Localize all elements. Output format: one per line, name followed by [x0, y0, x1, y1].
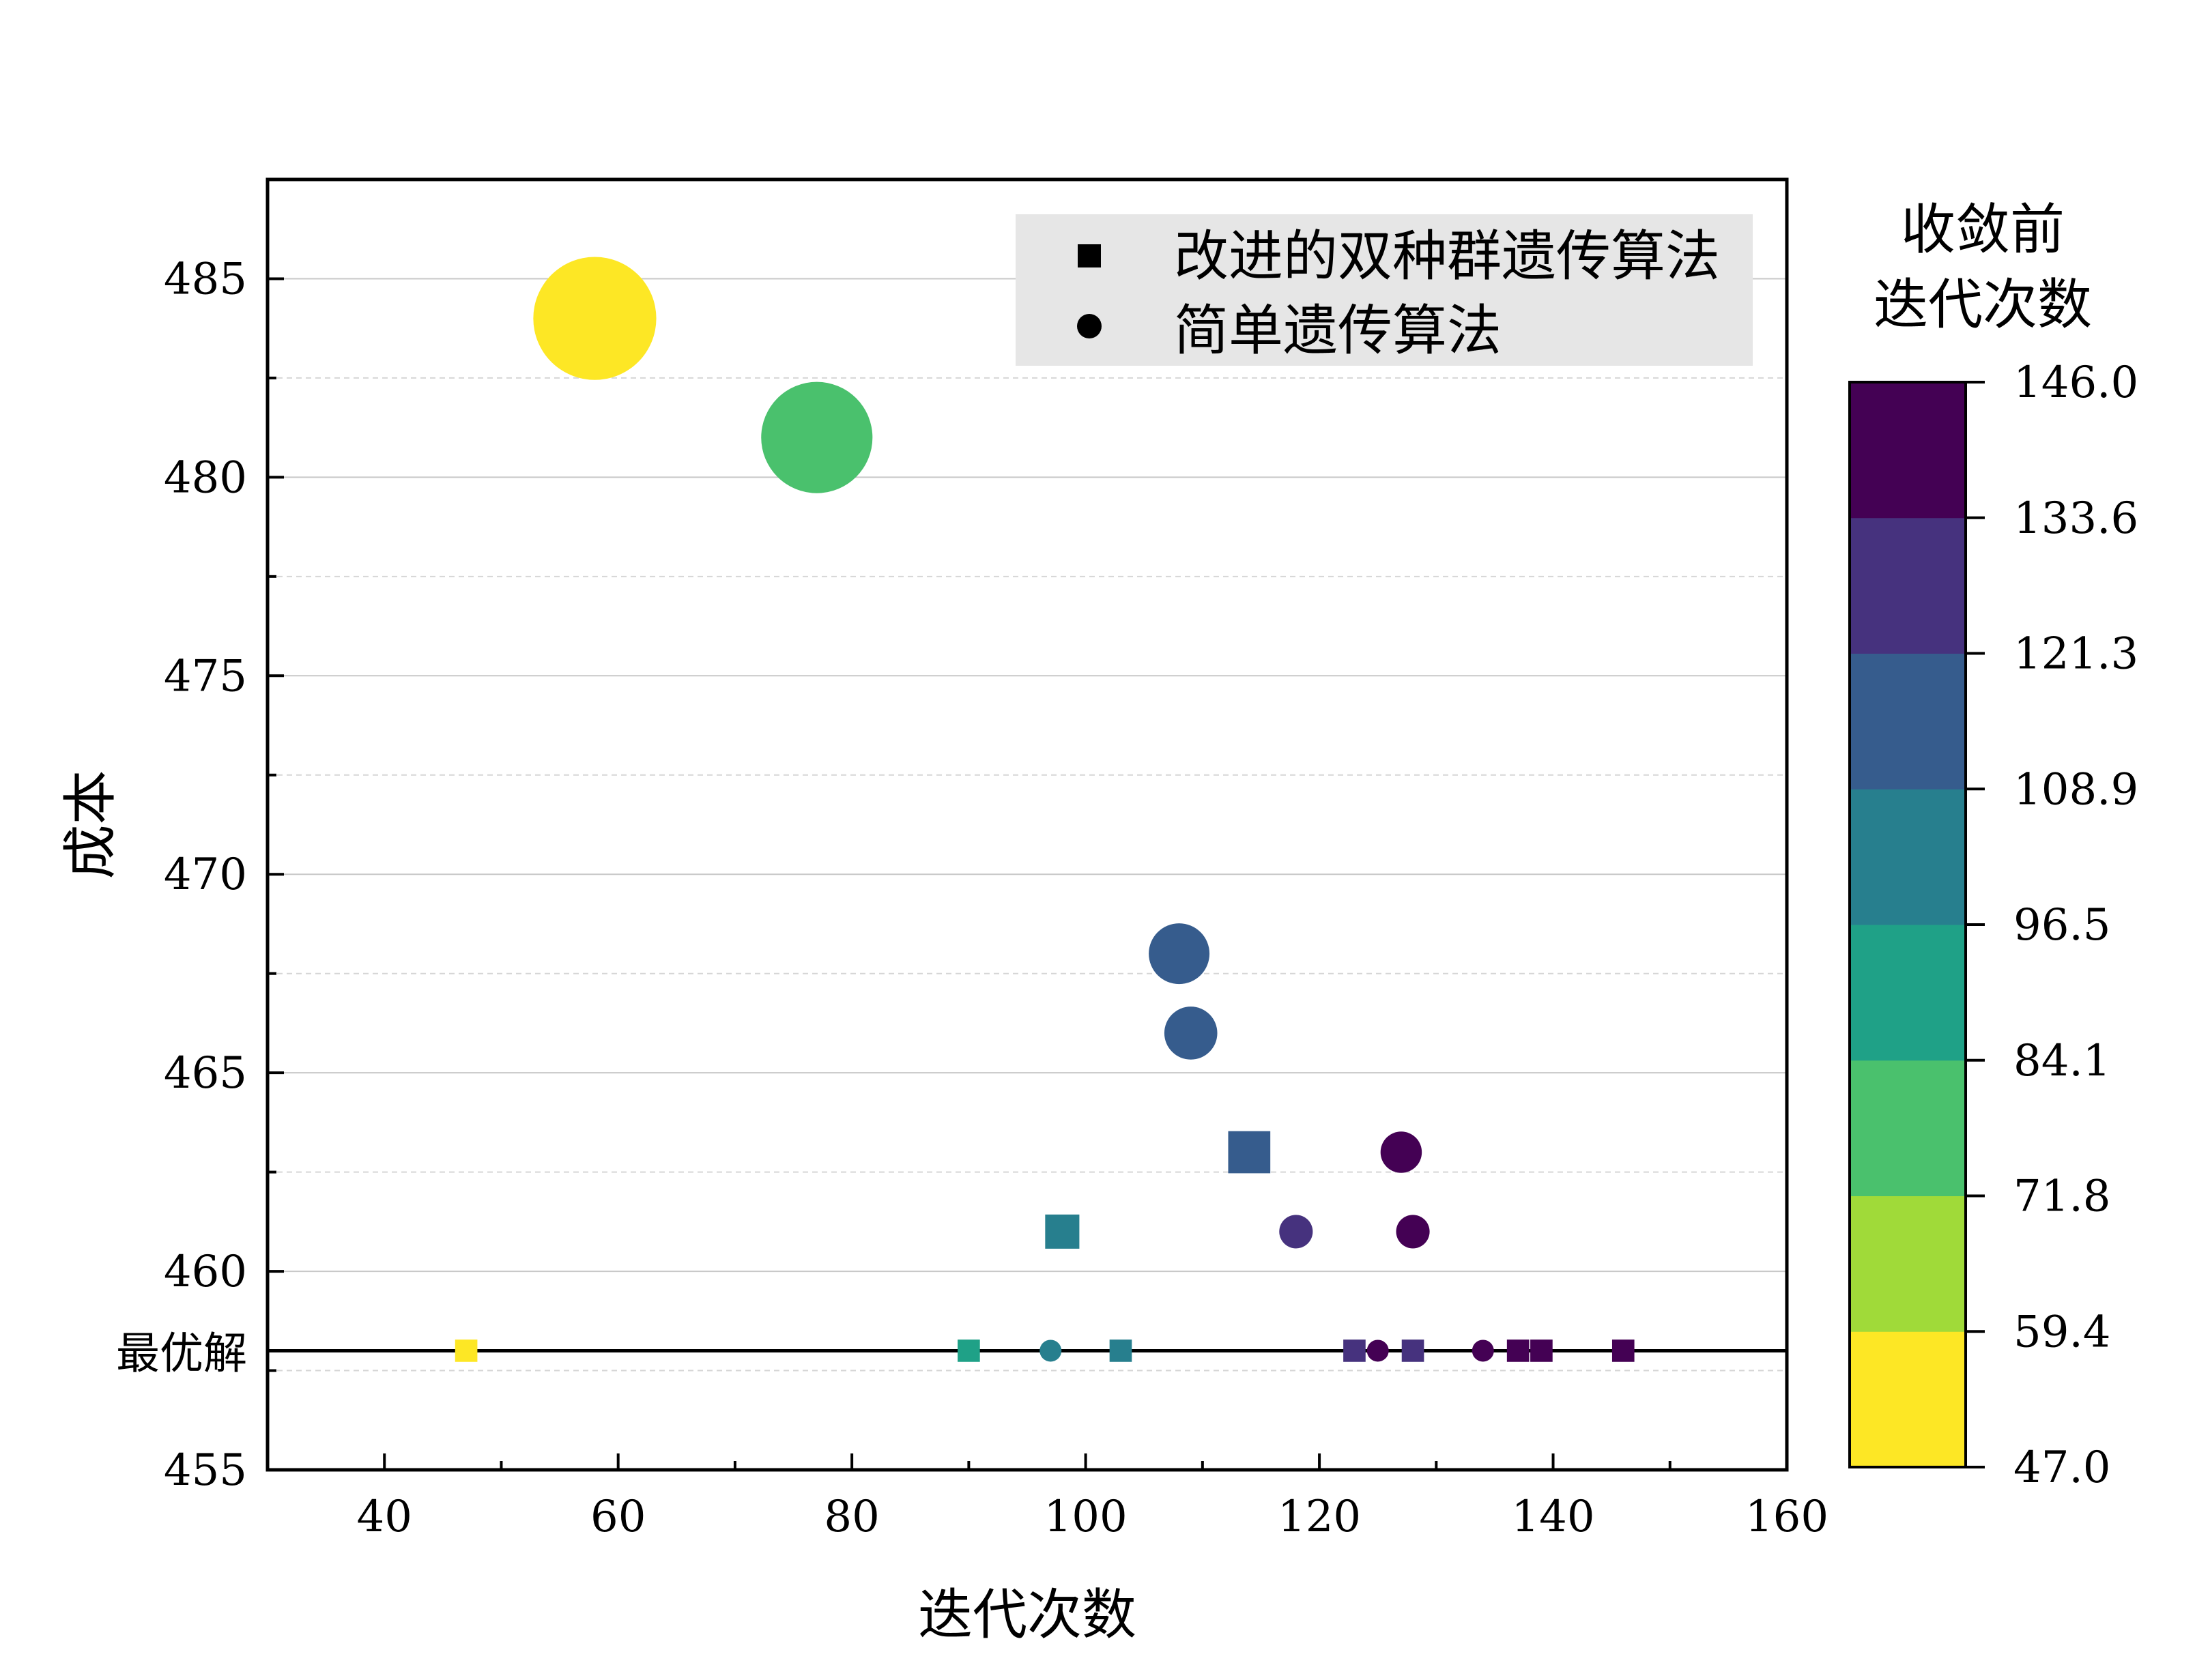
- y-tick-label: 470: [164, 850, 247, 900]
- colorbar-band: [1850, 517, 1966, 654]
- legend-marker-circle: [1077, 314, 1102, 338]
- colorbar-tick-label: 47.0: [2013, 1443, 2111, 1493]
- data-point-square: [1401, 1339, 1424, 1362]
- data-point-square: [1343, 1339, 1366, 1362]
- colorbar-title-line-2: 迭代次数: [1874, 273, 2092, 336]
- x-tick-label: 60: [590, 1492, 646, 1542]
- colorbar-tick-label: 121.3: [2013, 629, 2138, 680]
- x-tick-label: 100: [1044, 1492, 1128, 1542]
- y-tick-label: 460: [164, 1247, 247, 1297]
- legend-background: [1016, 214, 1753, 366]
- colorbar-tick-label: 59.4: [2013, 1307, 2111, 1357]
- x-tick-label: 40: [357, 1492, 412, 1542]
- reference-line-label: 最优解: [116, 1329, 247, 1379]
- colorbar-band: [1850, 1196, 1966, 1332]
- data-point-square: [1109, 1339, 1132, 1362]
- data-point-circle: [1149, 923, 1210, 985]
- colorbar-tick-label: 84.1: [2013, 1036, 2111, 1086]
- data-point-square: [1530, 1339, 1553, 1362]
- colorbar-band: [1850, 1331, 1966, 1468]
- y-tick-label: 480: [164, 452, 247, 503]
- data-point-circle: [1164, 1006, 1218, 1060]
- y-axis-title: 成本: [59, 770, 122, 880]
- y-tick-label: 475: [164, 651, 247, 701]
- y-tick-label: 455: [164, 1445, 247, 1496]
- x-tick-label: 120: [1278, 1492, 1361, 1542]
- colorbar: 47.0 59.4 71.8 84.1 96.5 108.9 121.3 133.6 146.0…: [1848, 198, 2138, 1493]
- grid-lines: [268, 278, 1787, 1372]
- data-point-square: [1506, 1339, 1530, 1362]
- y-tick-label: 465: [164, 1048, 247, 1099]
- colorbar-tick-label: 96.5: [2013, 900, 2111, 951]
- colorbar-band: [1850, 653, 1966, 790]
- legend: 改进的双种群遗传算法 简单遗传算法: [1016, 214, 1753, 366]
- data-point-circle: [533, 257, 657, 380]
- data-point-circle: [761, 381, 873, 493]
- x-axis-title: 迭代次数: [918, 1583, 1136, 1647]
- colorbar-tick-label: 71.8: [2013, 1172, 2111, 1222]
- colorbar-tick-label: 108.9: [2013, 764, 2138, 815]
- colorbar-band: [1850, 382, 1966, 519]
- data-point-square: [1045, 1214, 1080, 1249]
- y-tick-label: 485: [164, 254, 247, 304]
- x-tick-label: 80: [824, 1492, 879, 1542]
- data-point-circle: [1396, 1215, 1430, 1249]
- colorbar-tick-label: 133.6: [2013, 493, 2138, 544]
- x-tick-label: 160: [1745, 1492, 1828, 1542]
- legend-marker-square: [1078, 244, 1101, 267]
- data-point-circle: [1366, 1339, 1389, 1362]
- colorbar-tick-label: 146.0: [2013, 358, 2138, 408]
- colorbar-title-line-1: 收敛前: [1901, 198, 2065, 261]
- data-points: [455, 257, 1635, 1362]
- data-point-circle: [1380, 1131, 1422, 1173]
- data-point-square: [1228, 1131, 1271, 1174]
- data-point-circle: [1039, 1339, 1062, 1362]
- x-tick-label: 140: [1511, 1492, 1594, 1542]
- legend-label-improved-ga: 改进的双种群遗传算法: [1174, 225, 1720, 288]
- data-point-circle: [1472, 1339, 1494, 1362]
- data-point-square: [455, 1339, 478, 1362]
- colorbar-ticks: 47.0 59.4 71.8 84.1 96.5 108.9 121.3 133.6 146.0: [1966, 358, 2138, 1493]
- legend-label-simple-ga: 简单遗传算法: [1174, 299, 1502, 362]
- colorbar-band: [1850, 925, 1966, 1061]
- colorbar-bands: [1850, 382, 1966, 1468]
- colorbar-band: [1850, 1060, 1966, 1196]
- colorbar-band: [1850, 789, 1966, 925]
- axes: 40 60 80 100 120 140 160 455 460 465 470 475 480 485 最…: [116, 254, 1828, 1542]
- data-point-square: [958, 1339, 980, 1362]
- plot-frame: [266, 177, 1789, 1472]
- data-point-circle: [1279, 1215, 1313, 1249]
- data-point-square: [1611, 1339, 1635, 1362]
